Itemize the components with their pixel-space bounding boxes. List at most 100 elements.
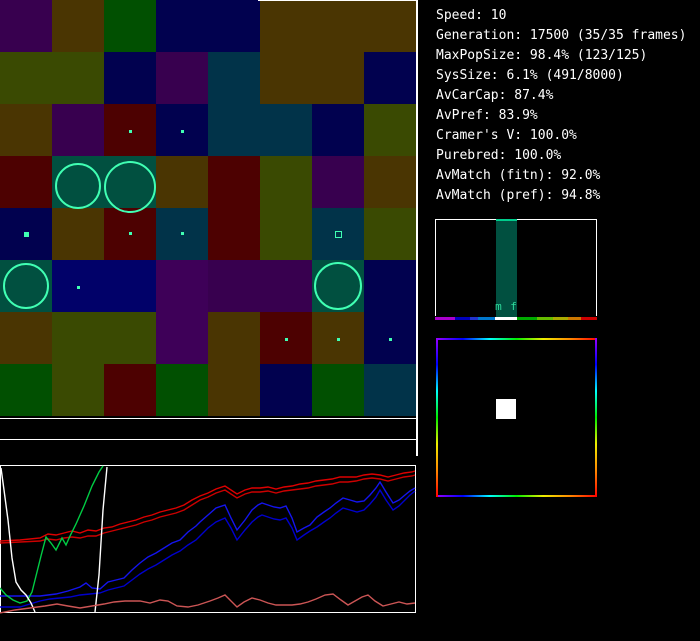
world-cell xyxy=(0,104,52,156)
world-cell xyxy=(208,364,260,416)
world-cell xyxy=(52,0,104,52)
world-cell xyxy=(104,0,156,52)
axis-strip-segment xyxy=(517,317,537,320)
sex-histogram-axis-strip xyxy=(435,317,597,320)
series-white_marker_down xyxy=(0,467,36,613)
axis-strip-segment xyxy=(495,317,517,320)
stat-avcarcap: AvCarCap: 87.4% xyxy=(436,88,554,103)
mid-divider-line xyxy=(0,439,418,440)
world-cell xyxy=(104,260,156,312)
sex-histogram-bar-cap xyxy=(496,219,517,221)
world-cell xyxy=(260,0,312,52)
timeseries-chart xyxy=(0,465,416,614)
world-cell xyxy=(260,156,312,208)
world-cell xyxy=(364,208,416,260)
world-cell xyxy=(52,312,104,364)
chart-series-group xyxy=(0,465,416,614)
world-cell xyxy=(52,52,104,104)
series-red_upper xyxy=(0,470,416,542)
series-red_lower xyxy=(0,474,416,544)
world-cell xyxy=(156,52,208,104)
stat-cramer-s-v: Cramer's V: 100.0% xyxy=(436,128,577,143)
world-cell xyxy=(260,104,312,156)
trait-map-border-bottom xyxy=(436,495,597,497)
world-cell xyxy=(208,52,260,104)
world-cell xyxy=(104,364,156,416)
world-cell xyxy=(104,52,156,104)
world-cell xyxy=(52,208,104,260)
world-cell xyxy=(156,364,208,416)
trait-map-border-right xyxy=(595,338,597,497)
world-cell xyxy=(0,364,52,416)
agent-dot xyxy=(24,232,29,237)
agent-dot xyxy=(129,232,132,235)
world-bottom-line xyxy=(0,418,418,419)
series-pink_lower xyxy=(0,593,416,614)
axis-strip-segment xyxy=(537,317,553,320)
world-cell xyxy=(104,312,156,364)
world-cell xyxy=(364,52,416,104)
agent-dot xyxy=(337,338,340,341)
population-circle xyxy=(314,262,362,310)
sex-histogram-bar xyxy=(496,220,517,318)
trait-map xyxy=(436,338,597,497)
population-circle xyxy=(3,263,49,309)
world-cell xyxy=(312,208,364,260)
world-cell xyxy=(208,156,260,208)
stat-purebred: Purebred: 100.0% xyxy=(436,148,562,163)
series-green_spike xyxy=(0,465,104,604)
top-edge-line xyxy=(258,0,418,1)
world-cell xyxy=(156,0,208,52)
world-cell xyxy=(0,156,52,208)
world-cell xyxy=(364,0,416,52)
series-blue_lower xyxy=(0,488,416,608)
stat-generation: Generation: 17500 (35/35 frames) xyxy=(436,28,687,43)
world-cell xyxy=(156,312,208,364)
sex-histogram-label: m f xyxy=(495,300,518,313)
world-cell xyxy=(52,364,104,416)
stat-avmatch-pref-: AvMatch (pref): 94.8% xyxy=(436,188,601,203)
world-cell xyxy=(156,260,208,312)
world-cell xyxy=(208,208,260,260)
trait-map-population-marker xyxy=(496,399,516,419)
axis-strip-segment xyxy=(478,317,495,320)
stat-maxpopsize: MaxPopSize: 98.4% (123/125) xyxy=(436,48,648,63)
world-cell xyxy=(364,260,416,312)
world-grid[interactable] xyxy=(0,0,416,416)
axis-strip-segment xyxy=(435,317,455,320)
agent-dot xyxy=(77,286,80,289)
world-cell xyxy=(260,364,312,416)
world-cell xyxy=(364,156,416,208)
agent-dot xyxy=(389,338,392,341)
world-cell xyxy=(312,156,364,208)
series-white_marker_up xyxy=(94,466,108,613)
world-cell xyxy=(208,0,260,52)
world-cell xyxy=(208,260,260,312)
trait-map-border-left xyxy=(436,338,438,497)
world-cell xyxy=(364,104,416,156)
series-blue_upper xyxy=(0,480,416,597)
world-cell xyxy=(156,156,208,208)
axis-strip-segment xyxy=(470,317,478,320)
stat-avmatch-fitn-: AvMatch (fitn): 92.0% xyxy=(436,168,601,183)
agent-dot xyxy=(285,338,288,341)
axis-strip-segment xyxy=(568,317,581,320)
world-cell xyxy=(52,104,104,156)
axis-strip-segment xyxy=(581,317,597,320)
vertical-divider xyxy=(416,0,418,456)
world-cell xyxy=(364,364,416,416)
world-cell xyxy=(312,0,364,52)
stat-syssize: SysSize: 6.1% (491/8000) xyxy=(436,68,624,83)
agent-dot xyxy=(129,130,132,133)
stat-avpref: AvPref: 83.9% xyxy=(436,108,538,123)
world-cell xyxy=(260,208,312,260)
population-circle xyxy=(55,163,101,209)
world-cell xyxy=(312,104,364,156)
trait-map-border-top xyxy=(436,338,597,340)
sex-histogram: m f xyxy=(435,219,597,318)
chart-border xyxy=(0,465,416,613)
world-cell xyxy=(312,364,364,416)
world-cell xyxy=(260,52,312,104)
axis-strip-segment xyxy=(455,317,470,320)
